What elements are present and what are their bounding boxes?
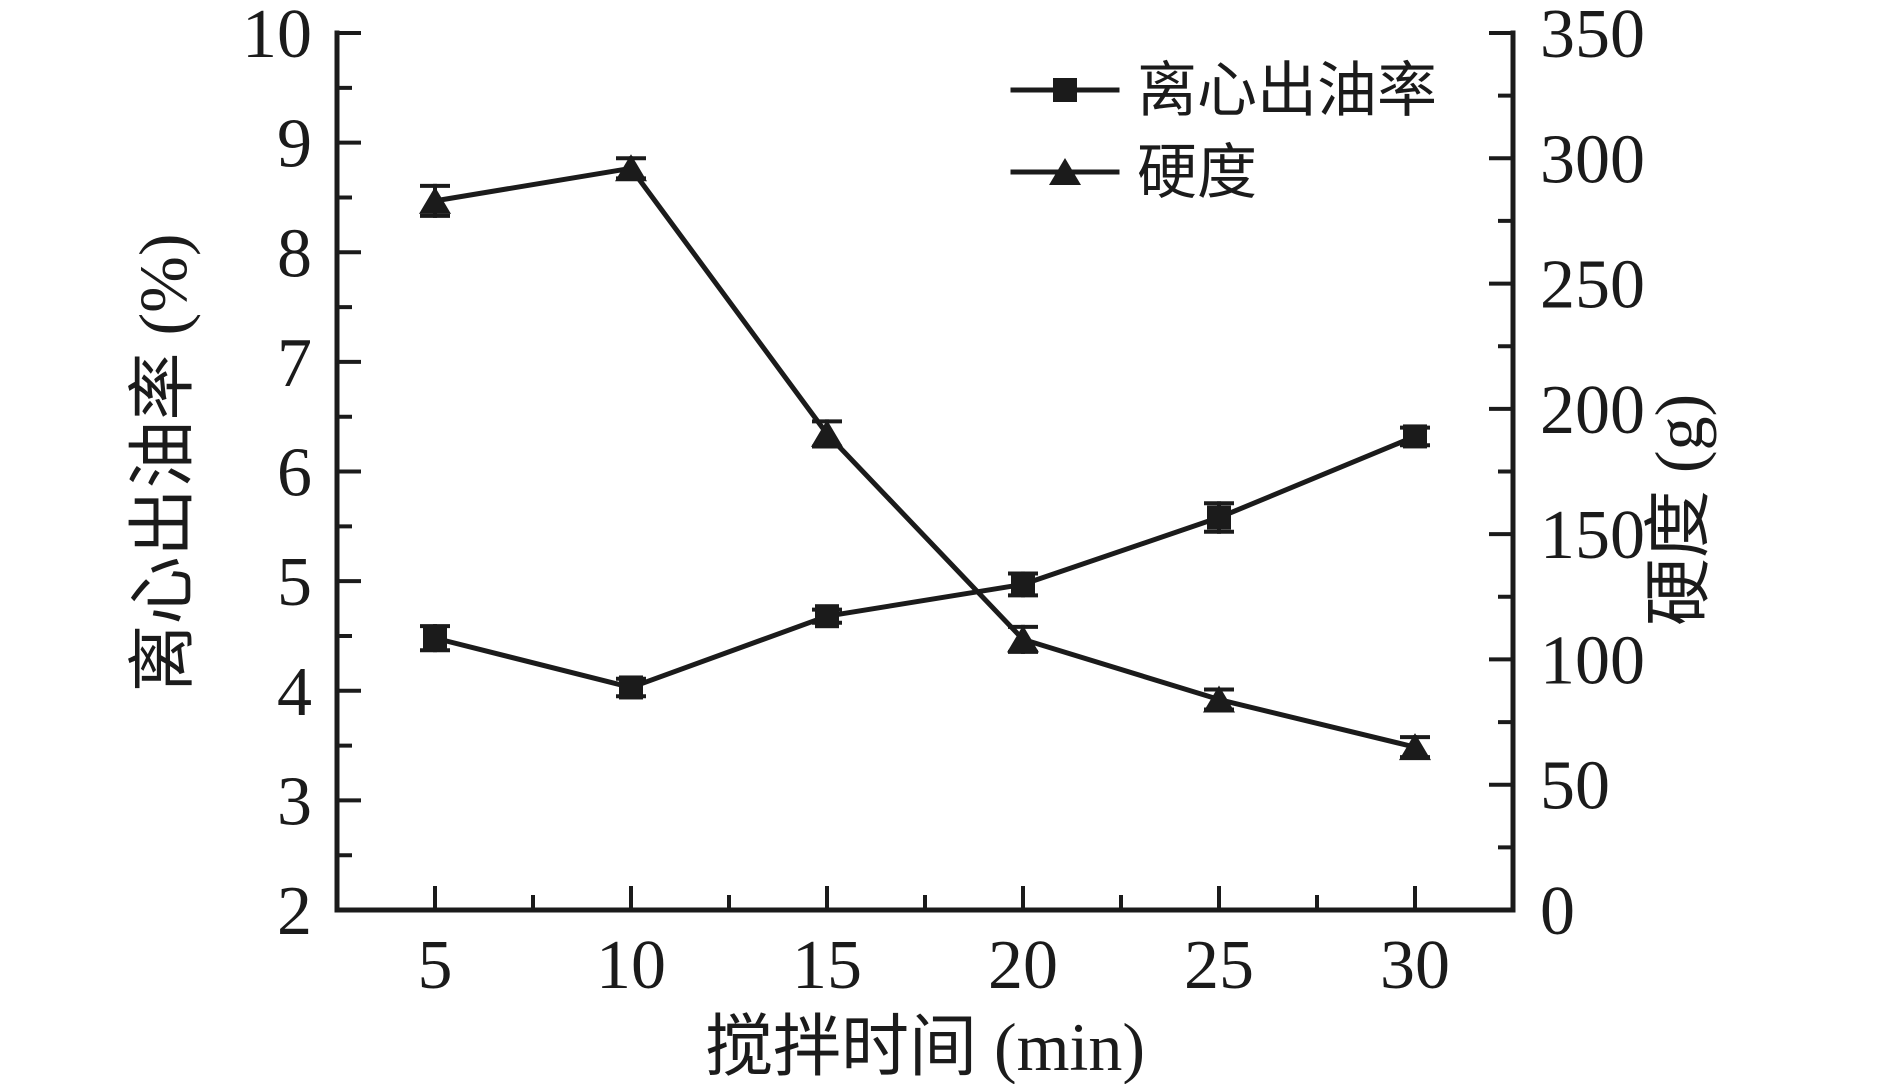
left-axis-tick-label: 8	[277, 215, 312, 292]
data-point-triangle-x25	[1203, 685, 1235, 713]
x-axis-tick-label: 10	[596, 927, 666, 1004]
left-axis-tick-label: 10	[242, 0, 312, 73]
left-axis-tick-label: 6	[277, 435, 312, 512]
right-axis-title: 硬度 (g)	[1641, 394, 1717, 626]
left-axis-tick-label: 2	[277, 873, 312, 950]
legend-square-marker	[1053, 78, 1077, 102]
right-axis-tick-label: 350	[1540, 0, 1645, 73]
data-point-triangle-x15	[811, 419, 843, 447]
x-axis-tick-label: 25	[1184, 927, 1254, 1004]
right-axis-tick-label: 300	[1540, 121, 1645, 198]
data-point-square-x5	[423, 626, 447, 651]
data-point-triangle-x5	[419, 186, 451, 214]
data-point-triangle-x10	[615, 154, 647, 182]
data-point-square-x25	[1207, 505, 1231, 530]
x-axis-tick-label: 30	[1380, 927, 1450, 1004]
right-axis-tick-label: 100	[1540, 622, 1645, 699]
x-axis-title: 搅拌时间 (min)	[705, 1009, 1145, 1084]
right-axis-tick-label: 0	[1540, 873, 1575, 950]
data-point-triangle-x20	[1007, 625, 1039, 653]
data-point-square-x10	[619, 675, 643, 700]
data-point-square-x15	[815, 604, 839, 629]
data-point-square-x20	[1011, 572, 1035, 597]
left-axis-tick-label: 7	[277, 325, 312, 402]
left-axis-title: 离心出油率 (%)	[125, 234, 201, 693]
right-axis-tick-label: 50	[1540, 748, 1610, 825]
right-axis-tick-label: 200	[1540, 372, 1645, 449]
legend-label-hardness: 硬度	[1137, 140, 1257, 206]
left-axis-tick-label: 4	[277, 654, 312, 731]
right-axis-tick-label: 150	[1540, 497, 1645, 574]
x-axis-tick-label: 15	[792, 927, 862, 1004]
left-axis-tick-label: 3	[277, 763, 312, 840]
x-axis-tick-label: 5	[418, 927, 453, 1004]
series-line-square	[434, 434, 1416, 690]
legend-label-oil-yield: 离心出油率	[1137, 58, 1437, 124]
legend-triangle-marker	[1049, 158, 1081, 185]
left-axis-tick-label: 9	[277, 106, 312, 183]
x-axis-tick-label: 20	[988, 927, 1058, 1004]
data-point-triangle-x30	[1399, 733, 1431, 761]
series-line-triangle	[434, 165, 1416, 750]
right-axis-tick-label: 250	[1540, 247, 1645, 324]
data-point-square-x30	[1403, 424, 1427, 449]
left-axis-tick-label: 5	[277, 544, 312, 621]
